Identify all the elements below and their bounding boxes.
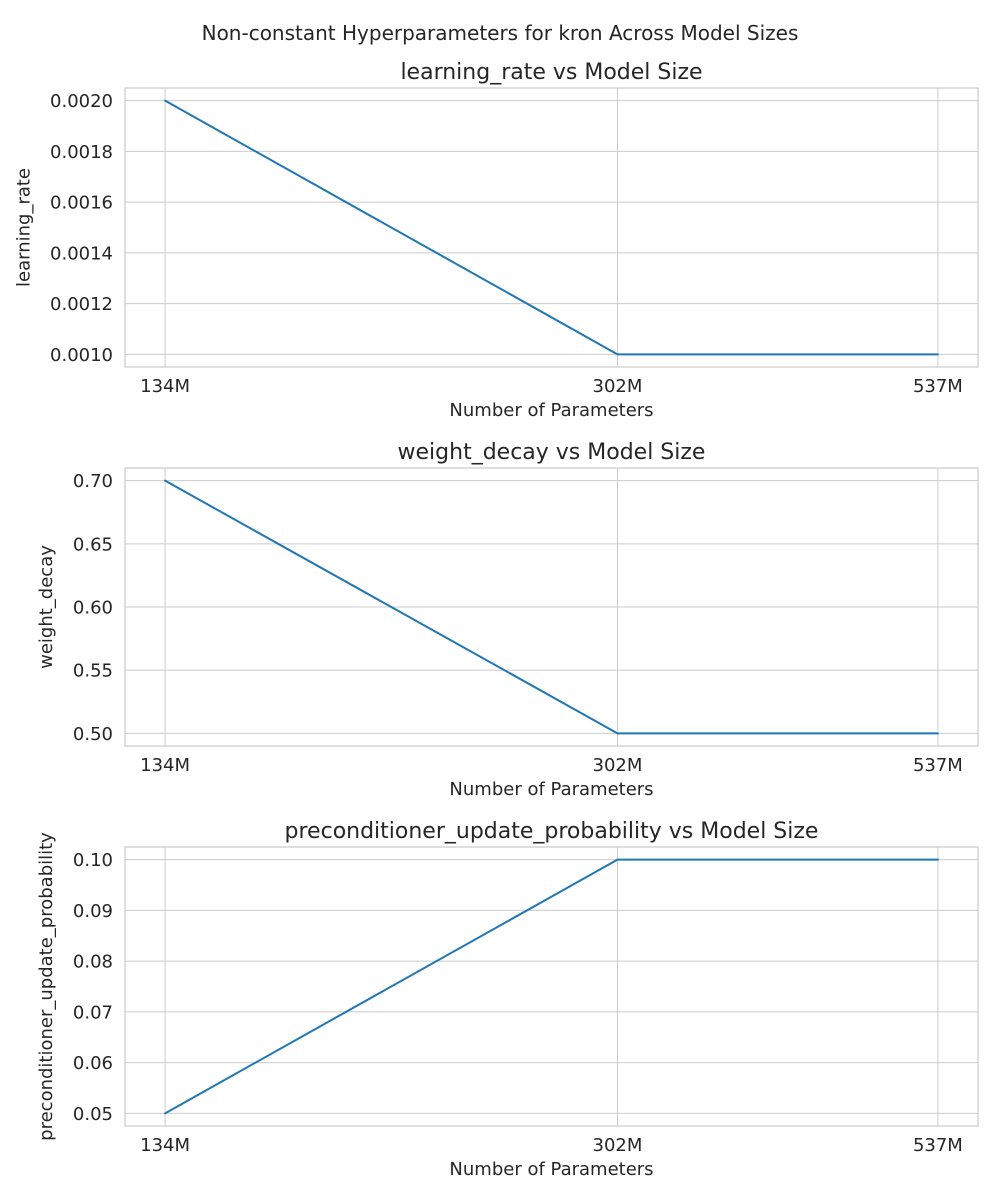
y-tick-label: 0.55 — [73, 661, 113, 682]
y-tick-label: 0.60 — [73, 598, 113, 619]
x-axis-label: Number of Parameters — [449, 1159, 653, 1180]
y-tick-label: 0.65 — [73, 534, 113, 555]
subplot-3: 134M 302M 537M 0.05 0.06 0.07 0.08 0.09 0.10 prec… — [36, 819, 979, 1180]
y-tick-label: 0.06 — [73, 1053, 113, 1074]
y-tick-label: 0.50 — [73, 724, 113, 745]
y-axis-label: weight_decay — [36, 545, 57, 669]
x-axis-label: Number of Parameters — [449, 779, 653, 800]
x-tick-label: 302M — [593, 1135, 643, 1156]
y-tick-label: 0.0014 — [50, 243, 113, 264]
x-tick-label: 537M — [913, 1135, 963, 1156]
series-line — [164, 858, 939, 1115]
y-tick-label: 0.0016 — [50, 193, 113, 214]
y-axis-label: preconditioner_update_probability — [36, 832, 57, 1141]
y-tick-label: 0.0020 — [50, 91, 113, 112]
axes-frame — [124, 467, 979, 747]
axes-frame — [124, 846, 979, 1127]
subplot-2: 134M 302M 537M 0.50 0.55 0.60 0.65 0.70 weight_d… — [36, 440, 979, 800]
x-tick-label: 302M — [593, 376, 643, 397]
y-tick-label: 0.70 — [73, 471, 113, 492]
x-tick-label: 537M — [913, 755, 963, 776]
y-tick-label: 0.0010 — [50, 345, 113, 366]
x-axis-label: Number of Parameters — [449, 400, 653, 421]
y-tick-label: 0.07 — [73, 1002, 113, 1023]
figure-suptitle: Non-constant Hyperparameters for kron Ac… — [202, 21, 799, 45]
subplot-title: learning_rate vs Model Size — [400, 60, 702, 85]
y-axis-label: learning_rate — [13, 168, 34, 287]
subplot-title: weight_decay vs Model Size — [398, 440, 706, 465]
x-tick-label: 134M — [140, 1135, 190, 1156]
y-tick-label: 0.05 — [73, 1104, 113, 1125]
y-tick-label: 0.10 — [73, 850, 113, 871]
y-tick-label: 0.0012 — [50, 294, 113, 315]
series-line — [164, 99, 939, 356]
x-tick-label: 302M — [593, 755, 643, 776]
subplot-1: 134M 302M 537M 0.0010 0.0012 0.0014 0.0016 0.00… — [13, 60, 979, 421]
x-tick-label: 134M — [140, 376, 190, 397]
subplot-title: preconditioner_update_probability vs Mod… — [285, 819, 819, 844]
series-line — [164, 479, 939, 735]
axes-frame — [124, 87, 979, 368]
x-tick-label: 537M — [913, 376, 963, 397]
y-tick-label: 0.0018 — [50, 142, 113, 163]
axes-container: 134M 302M 537M 0.0010 0.0012 0.0014 0.0016 0.00… — [13, 60, 979, 1180]
y-tick-label: 0.08 — [73, 952, 113, 973]
y-tick-label: 0.09 — [73, 901, 113, 922]
x-tick-label: 134M — [140, 755, 190, 776]
